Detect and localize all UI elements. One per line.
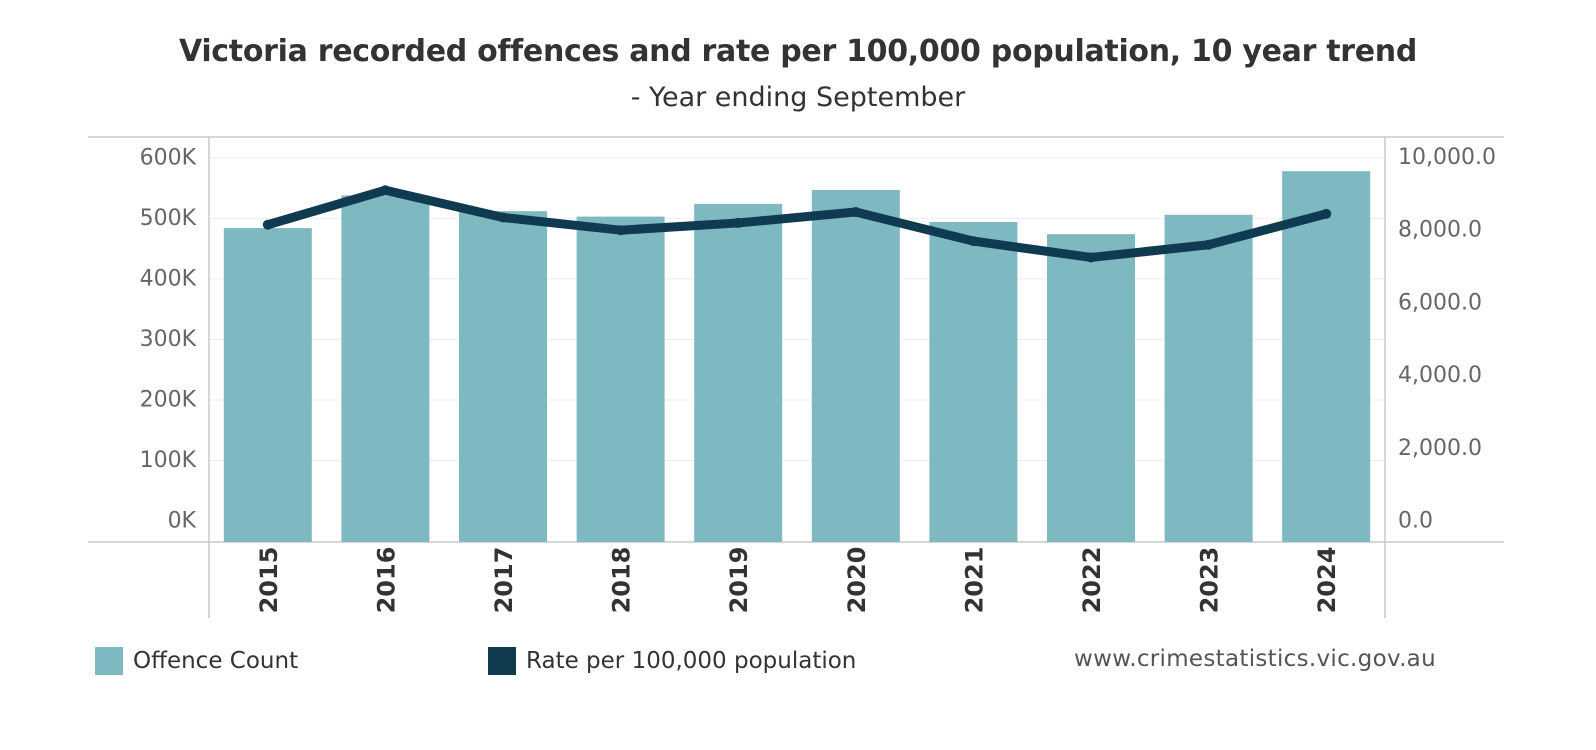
chart-subtitle: - Year ending September [630,82,966,113]
rate-point-2021 [968,236,979,247]
x-tick-label-2022: 2022 [1078,547,1106,614]
y-right-tick-label: 6,000.0 [1398,290,1482,315]
x-tick-label-2016: 2016 [372,547,400,614]
y-right-tick-label: 2,000.0 [1398,436,1482,461]
y-left-tick-label: 600K [140,145,197,170]
x-tick-label-2020: 2020 [843,547,871,614]
x-tick-label-2015: 2015 [255,547,283,614]
legend-label-offence-count: Offence Count [133,648,299,674]
y-left-tick-label: 100K [140,448,197,473]
y-right-tick-label: 10,000.0 [1398,145,1496,170]
y-right-tick-label: 0.0 [1398,509,1433,534]
bar-2020 [811,189,900,543]
x-tick-label-2024: 2024 [1313,547,1341,614]
x-tick-label-2021: 2021 [960,547,988,614]
y-left-tick-label: 0K [168,509,197,534]
bar-2021 [929,222,1018,542]
bar-2019 [694,203,783,542]
x-tick-label-2018: 2018 [608,547,636,614]
rate-point-2019 [733,217,744,228]
rate-point-2016 [380,185,391,196]
x-tick-label-2017: 2017 [490,547,518,614]
legend-label-rate: Rate per 100,000 population [526,648,857,674]
legend-item-rate: Rate per 100,000 population [488,646,856,676]
chart-title: Victoria recorded offences and rate per … [178,34,1418,69]
legend-item-offence-count: Offence Count [95,646,298,676]
rate-point-2022 [1086,252,1096,263]
y-right-tick-label: 4,000.0 [1398,363,1482,388]
y-left-tick-label: 300K [140,327,197,352]
bar-2018 [576,216,665,542]
legend-swatch-line [488,647,516,675]
rate-point-2015 [262,219,273,230]
bar-2023 [1164,214,1253,543]
bar-2017 [459,211,547,542]
x-tick-label-2023: 2023 [1196,547,1224,614]
bar-2015 [223,228,312,542]
source-link[interactable]: www.crimestatistics.vic.gov.au [1074,646,1436,672]
y-left-tick-label: 200K [140,387,197,412]
rate-point-2017 [498,212,508,223]
rate-point-2024 [1321,208,1332,219]
rate-line [263,185,1331,262]
rate-point-2020 [850,207,861,218]
bar-2024 [1282,171,1371,542]
legend-swatch-bar [95,647,123,675]
bar-2022 [1047,234,1135,542]
y-left-tick-label: 500K [140,206,197,231]
y-left-tick-label: 400K [140,266,197,291]
rate-point-2018 [615,225,626,236]
bar-2016 [341,195,430,542]
y-right-tick-label: 8,000.0 [1398,218,1482,243]
rate-point-2023 [1203,239,1214,250]
x-tick-label-2019: 2019 [725,547,753,614]
